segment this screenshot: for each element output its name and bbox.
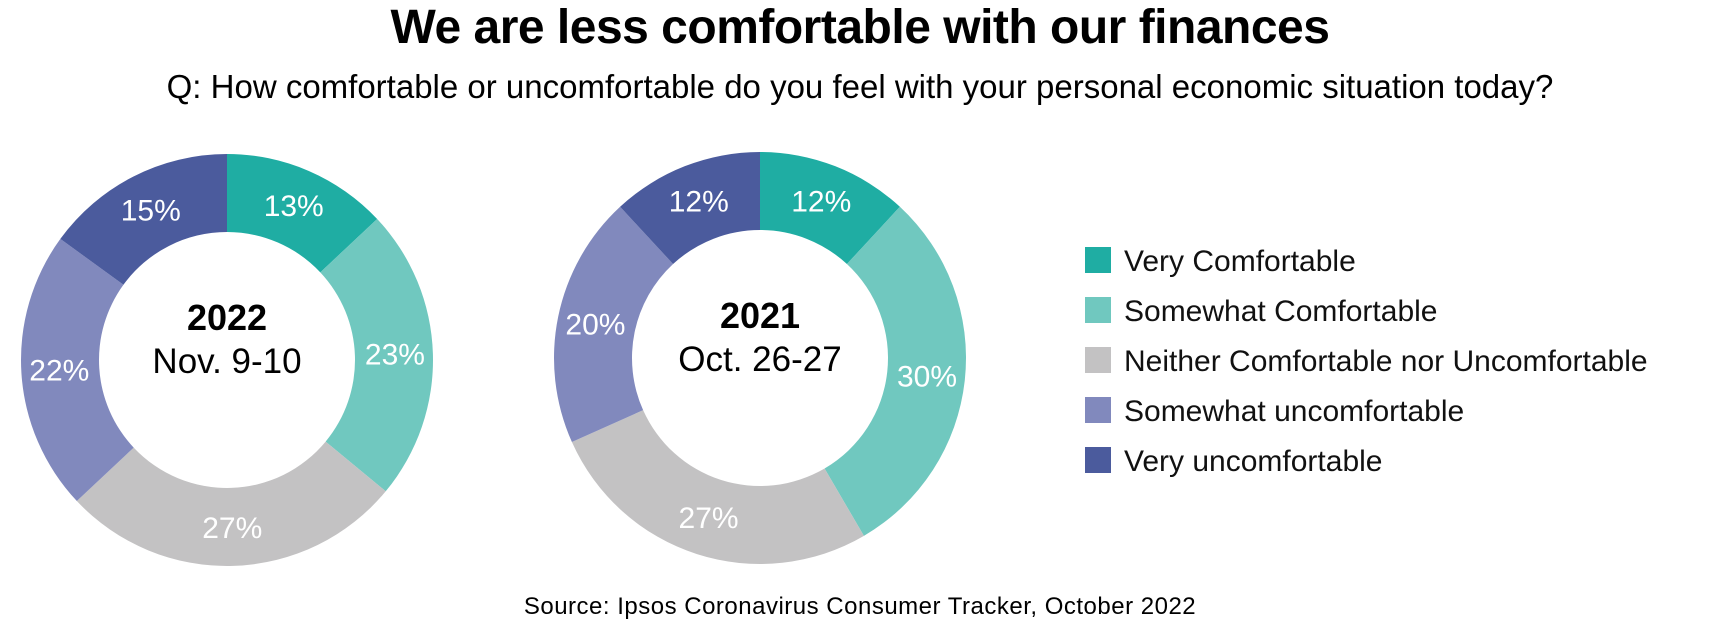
legend-label: Neither Comfortable nor Uncomfortable: [1124, 345, 1648, 378]
legend-swatch: [1085, 297, 1111, 323]
slice-value-label: 23%: [365, 339, 425, 372]
legend-swatch: [1085, 397, 1111, 423]
center-year: 2022: [187, 297, 267, 338]
donut-slice: [60, 154, 227, 285]
legend-label: Somewhat Comfortable: [1124, 295, 1437, 328]
legend-swatch: [1085, 447, 1111, 473]
slice-value-label: 30%: [897, 360, 957, 393]
donut-slice: [21, 238, 134, 502]
legend-swatch: [1085, 347, 1111, 373]
slice-value-label: 13%: [264, 190, 324, 223]
slice-value-label: 22%: [29, 355, 89, 388]
legend-label: Somewhat uncomfortable: [1124, 395, 1464, 428]
donut-slice: [554, 206, 674, 442]
legend-label: Very uncomfortable: [1124, 445, 1382, 478]
legend-label: Very Comfortable: [1124, 245, 1356, 278]
donut-slice: [824, 206, 966, 536]
donut-slice: [620, 152, 760, 265]
donut-slice: [320, 218, 434, 492]
donut-slice: [760, 152, 900, 265]
source-note: Source: Ipsos Coronavirus Consumer Track…: [523, 593, 1197, 620]
chart-subtitle: Q: How comfortable or uncomfortable do y…: [166, 68, 1554, 105]
slice-value-label: 27%: [679, 502, 739, 535]
legend-swatch: [1085, 247, 1111, 273]
slice-value-label: 12%: [669, 186, 729, 219]
center-date: Nov. 9-10: [152, 342, 301, 381]
center-year: 2021: [720, 295, 800, 336]
slice-value-label: 27%: [202, 512, 262, 545]
slice-value-label: 15%: [121, 194, 181, 227]
donut-slice: [571, 410, 864, 564]
slice-value-label: 20%: [565, 308, 625, 341]
chart-title: We are less comfortable with our finance…: [390, 1, 1330, 54]
center-date: Oct. 26-27: [678, 340, 841, 379]
donut-slice: [76, 441, 386, 567]
donut-slice: [227, 154, 378, 273]
slice-value-label: 12%: [791, 186, 851, 219]
